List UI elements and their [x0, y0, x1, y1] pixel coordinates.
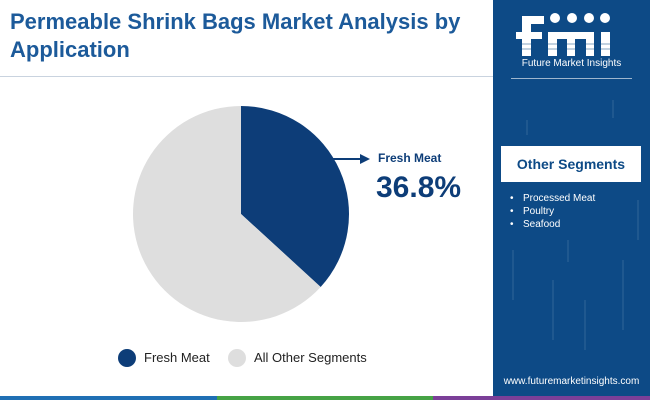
legend-label: All Other Segments — [254, 350, 367, 365]
panel-texture — [512, 100, 639, 350]
side-panel: Future Market Insights Other Segments Pr… — [493, 0, 650, 400]
website-url: www.futuremarketinsights.com — [503, 376, 640, 387]
legend-swatch-fresh-meat — [118, 349, 136, 367]
page-title: Permeable Shrink Bags Market Analysis by… — [10, 9, 461, 62]
brand-name: Future Market Insights — [521, 58, 622, 69]
footer-color-bar — [0, 396, 650, 400]
pie-chart — [133, 106, 370, 322]
header: Permeable Shrink Bags Market Analysis by… — [0, 0, 493, 76]
callout-label: Fresh Meat — [378, 151, 442, 165]
list-item: Seafood — [510, 218, 595, 231]
legend-swatch-other-segments — [228, 349, 246, 367]
other-segments-heading: Other Segments — [501, 146, 641, 182]
fmi-logo — [516, 13, 613, 56]
callout-value: 36.8% — [376, 171, 462, 204]
legend-label: Fresh Meat — [144, 350, 210, 365]
list-item: Poultry — [510, 205, 595, 218]
list-item: Processed Meat — [510, 192, 595, 205]
pie-slice-fresh-meat — [241, 106, 350, 287]
pie-slice-all-other-segments — [133, 106, 321, 322]
callout-arrow — [333, 154, 370, 164]
side-divider — [511, 78, 632, 79]
header-divider — [0, 76, 493, 77]
pie-slices — [133, 106, 350, 322]
other-segments-list: Processed Meat Poultry Seafood — [510, 192, 595, 231]
